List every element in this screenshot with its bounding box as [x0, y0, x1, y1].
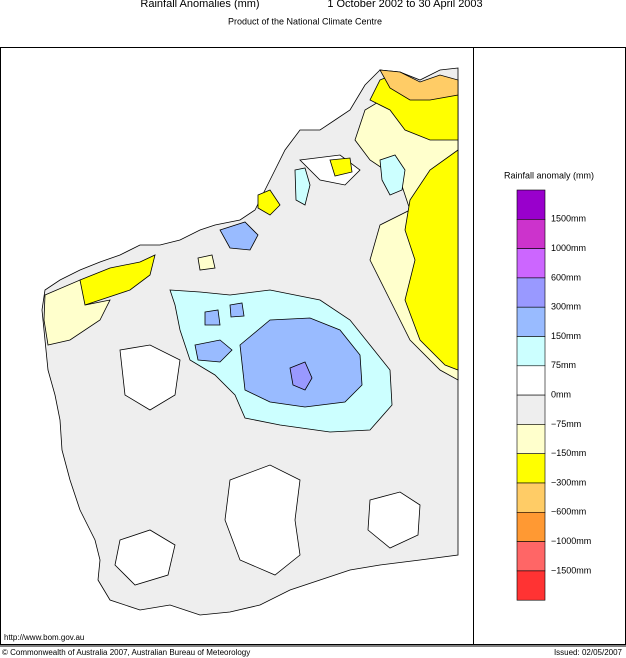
legend-swatch — [516, 394, 546, 425]
legend-swatch — [516, 277, 546, 308]
legend-label: 1000mm — [551, 243, 586, 253]
legend-swatch — [516, 248, 546, 279]
legend-swatch — [516, 189, 546, 220]
title: Rainfall Anomalies (mm) — [140, 0, 259, 10]
legend-swatch — [516, 336, 546, 367]
legend-label: −600mm — [551, 507, 586, 517]
subtitle: Product of the National Climate Centre — [228, 16, 382, 26]
legend-swatch — [516, 482, 546, 513]
period: 1 October 2002 to 30 April 2003 — [327, 0, 482, 10]
legend-swatch — [516, 570, 546, 601]
legend-swatch — [516, 541, 546, 572]
legend-label: −75mm — [551, 419, 581, 429]
legend-swatch — [516, 511, 546, 542]
legend-title: Rainfall anomaly (mm) — [504, 170, 594, 180]
legend-swatch — [516, 365, 546, 396]
map — [41, 67, 459, 616]
legend-label: 75mm — [551, 360, 576, 370]
legend-label: 150mm — [551, 331, 581, 341]
footer-issued: Issued: 02/05/2007 — [554, 648, 623, 657]
legend-swatch — [516, 424, 546, 454]
legend-label: −150mm — [551, 448, 586, 458]
legend-swatch — [516, 306, 546, 337]
footer-url: http://www.bom.gov.au — [4, 633, 84, 642]
legend-label: 600mm — [551, 272, 581, 282]
legend-label: −1000mm — [551, 536, 591, 546]
legend-swatch — [516, 453, 546, 484]
legend-swatch — [516, 219, 546, 249]
legend-label: 300mm — [551, 302, 581, 312]
legend: 1500mm 1000mm 600mm 300mm 150mm 75mm 0mm −75mm −… — [516, 189, 591, 601]
legend-label: 0mm — [551, 389, 571, 399]
legend-label: −300mm — [551, 477, 586, 487]
footer-copyright: © Commonwealth of Australia 2007, Austra… — [2, 648, 250, 657]
legend-label: −1500mm — [551, 565, 591, 575]
legend-label: 1500mm — [551, 214, 586, 224]
